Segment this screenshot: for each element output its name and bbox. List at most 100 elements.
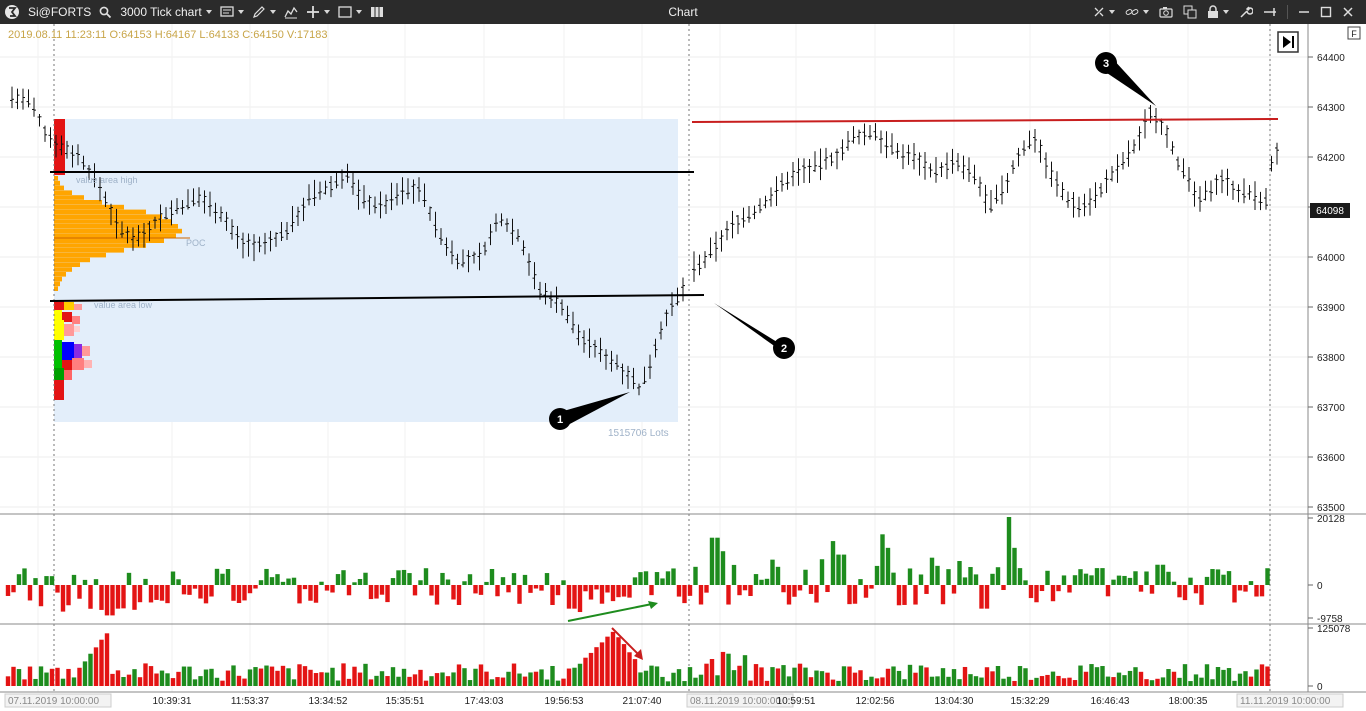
settings-button[interactable] bbox=[1235, 0, 1257, 24]
delta-bar-positive bbox=[390, 578, 396, 585]
time-tick-label: 17:43:03 bbox=[465, 696, 504, 707]
delta-bar-positive bbox=[49, 576, 55, 585]
volume-bar-down bbox=[561, 678, 566, 686]
profile-lots-label: 1515706 Lots bbox=[608, 428, 669, 439]
delta-bar-positive bbox=[214, 568, 220, 585]
chart-area[interactable]: value area high POC value area low 15157… bbox=[0, 24, 1366, 711]
volume-bar-up bbox=[1006, 676, 1012, 686]
delta-bar-negative bbox=[869, 585, 874, 589]
corner-badge-box[interactable] bbox=[1347, 26, 1361, 40]
volume-bar-down bbox=[599, 642, 605, 686]
layout-button[interactable] bbox=[334, 0, 366, 24]
delta-bar-negative bbox=[792, 585, 797, 597]
app-logo-icon[interactable] bbox=[0, 0, 24, 24]
delta-bar-negative bbox=[159, 585, 165, 601]
delta-bar-negative bbox=[566, 585, 572, 609]
volume-axis[interactable]: 125078 0 bbox=[1308, 624, 1351, 693]
delta-bar-positive bbox=[16, 574, 22, 585]
close-button[interactable] bbox=[1338, 0, 1358, 24]
volume-bar-up bbox=[1188, 681, 1193, 686]
volume-bar-up bbox=[324, 672, 330, 686]
volume-bar-up bbox=[654, 666, 660, 686]
crosshair-icon bbox=[306, 6, 319, 18]
crosshair-button[interactable] bbox=[302, 0, 334, 24]
minimize-button[interactable] bbox=[1294, 0, 1314, 24]
delta-bar-positive bbox=[753, 574, 759, 585]
time-tick-label: 18:00:35 bbox=[1169, 696, 1208, 707]
volume-bar-down bbox=[594, 647, 599, 686]
volume-bar-up bbox=[660, 676, 665, 686]
delta-bar-positive bbox=[995, 567, 1001, 585]
marker-1[interactable] bbox=[549, 408, 571, 430]
time-tick-label: 13:34:52 bbox=[309, 696, 348, 707]
chart-type-dropdown[interactable]: 3000 Tick chart bbox=[116, 0, 215, 24]
delta-bar-positive bbox=[462, 581, 467, 585]
delta-bar-negative bbox=[616, 585, 621, 598]
volume-bar-down bbox=[1144, 679, 1149, 686]
search-icon[interactable] bbox=[95, 0, 116, 24]
marker-3[interactable] bbox=[1095, 52, 1117, 74]
profile-bar bbox=[54, 214, 162, 219]
delta-bar-negative bbox=[924, 585, 929, 594]
marker-3-pointer bbox=[1101, 58, 1156, 106]
volume-bar-up bbox=[770, 667, 775, 686]
delta-bar-positive bbox=[1023, 580, 1028, 585]
chart-canvas[interactable]: value area high POC value area low 15157… bbox=[0, 24, 1366, 711]
delta-bar-positive bbox=[1155, 564, 1160, 585]
delta-axis[interactable]: 20128 0 -9758 bbox=[1308, 514, 1345, 625]
delta-bar-negative bbox=[60, 585, 66, 612]
value-area-low-line[interactable] bbox=[49, 294, 705, 302]
profile-cell bbox=[54, 368, 64, 380]
delta-bar-positive bbox=[957, 561, 962, 585]
marker-2[interactable] bbox=[773, 337, 795, 359]
volume-bar-down bbox=[984, 667, 990, 686]
panels-button[interactable] bbox=[366, 0, 388, 24]
delta-bar-positive bbox=[511, 573, 517, 585]
scale-button[interactable] bbox=[1089, 0, 1119, 24]
volume-bar-down bbox=[269, 666, 275, 686]
duplicate-button[interactable] bbox=[1179, 0, 1201, 24]
delta-bar-negative bbox=[979, 585, 984, 609]
volume-bar-up bbox=[550, 665, 555, 686]
volume-bar-up bbox=[231, 665, 236, 686]
volume-bar-down bbox=[302, 666, 308, 686]
volume-bar-up bbox=[544, 679, 550, 686]
delta-bar-positive bbox=[1204, 576, 1210, 585]
screenshot-button[interactable] bbox=[1155, 0, 1177, 24]
delta-bar-negative bbox=[154, 585, 159, 600]
volume-bar-down bbox=[1012, 680, 1017, 686]
volume-bar-down bbox=[962, 666, 968, 686]
delta-bar-positive bbox=[220, 573, 225, 585]
volume-bar-up bbox=[715, 675, 720, 686]
symbol-selector[interactable]: Si@FORTS bbox=[24, 0, 95, 24]
volume-bar-down bbox=[55, 667, 60, 686]
delta-bar-negative bbox=[1237, 585, 1243, 591]
volume-bar-up bbox=[792, 667, 797, 686]
lock-button[interactable] bbox=[1203, 0, 1233, 24]
profile-bar bbox=[54, 286, 58, 291]
chart-toolbar: Si@FORTS 3000 Tick chart bbox=[0, 0, 1366, 24]
time-axis[interactable]: 07.11.2019 10:00:00 10:39:31 11:53:37 13:34… bbox=[0, 691, 1366, 708]
templates-button[interactable] bbox=[216, 0, 248, 24]
maximize-button[interactable] bbox=[1316, 0, 1336, 24]
volume-bar-up bbox=[467, 680, 473, 686]
pin-button[interactable] bbox=[1259, 0, 1281, 24]
resistance-line[interactable] bbox=[691, 118, 1279, 123]
link-button[interactable] bbox=[1121, 0, 1153, 24]
drawing-tools-button[interactable] bbox=[248, 0, 280, 24]
delta-bar-negative bbox=[539, 585, 544, 591]
profile-bar bbox=[54, 252, 106, 258]
delta-bar-positive bbox=[891, 572, 896, 585]
delta-bar-positive bbox=[1210, 569, 1215, 585]
delta-bar-negative bbox=[621, 585, 627, 597]
volume-bar-down bbox=[148, 666, 154, 686]
volume-bar-down bbox=[522, 676, 528, 686]
volume-bar-down bbox=[1155, 678, 1160, 686]
profile-bar bbox=[54, 219, 172, 224]
volume-bar-down bbox=[126, 674, 132, 686]
indicators-button[interactable] bbox=[280, 0, 302, 24]
delta-bar-positive bbox=[1248, 581, 1254, 585]
volume-bar-up bbox=[814, 670, 819, 686]
volume-bar-down bbox=[748, 680, 753, 686]
volume-bar-up bbox=[935, 676, 940, 686]
